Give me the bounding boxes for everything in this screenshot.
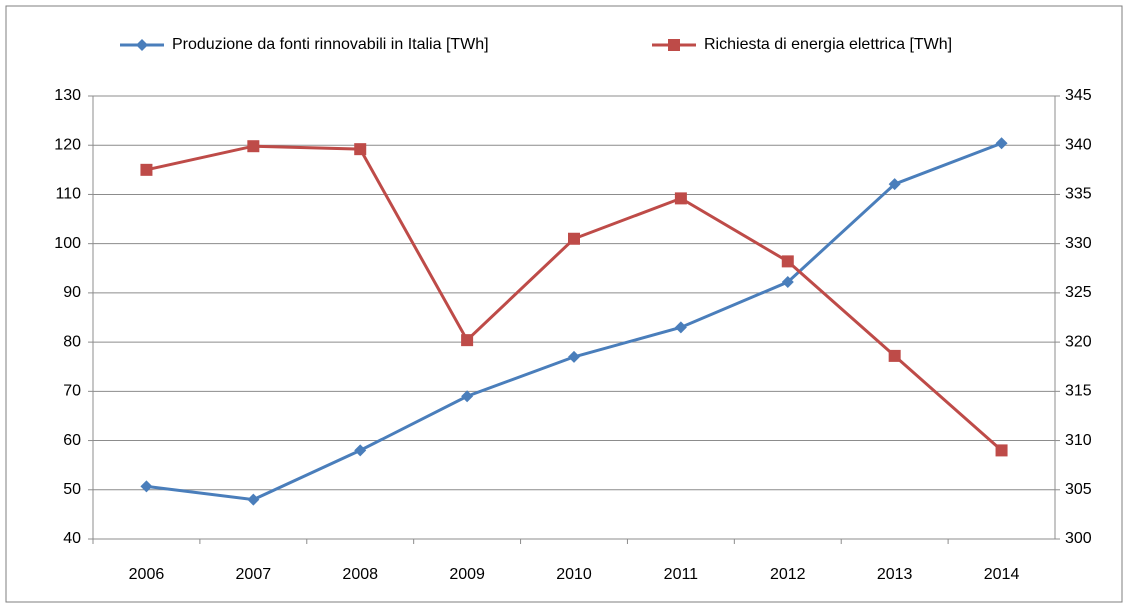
marker: [995, 444, 1008, 457]
y2-tick-label: 325: [1065, 284, 1092, 301]
marker: [461, 390, 474, 403]
x-tick-label: 2012: [770, 566, 806, 583]
marker: [247, 493, 260, 506]
marker: [888, 178, 901, 191]
marker: [674, 321, 687, 334]
y2-tick-label: 305: [1065, 481, 1092, 498]
y2-tick-label: 345: [1065, 87, 1092, 104]
y-tick-label: 90: [63, 284, 81, 301]
marker: [354, 444, 367, 457]
marker: [668, 39, 680, 51]
y2-tick-label: 310: [1065, 432, 1092, 449]
y-tick-label: 50: [63, 481, 81, 498]
y2-tick-label: 300: [1065, 530, 1092, 547]
marker: [888, 349, 901, 362]
marker: [568, 350, 580, 363]
marker: [674, 192, 687, 205]
x-tick-label: 2009: [449, 566, 485, 583]
x-tick-label: 2006: [129, 566, 165, 583]
legend-label: Richiesta di energia elettrica [TWh]: [704, 36, 952, 53]
x-tick-label: 2013: [877, 566, 913, 583]
marker: [781, 276, 794, 289]
x-tick-label: 2014: [984, 566, 1020, 583]
y2-tick-label: 330: [1065, 235, 1092, 252]
y-tick-label: 120: [54, 136, 81, 153]
y-tick-label: 110: [55, 186, 81, 203]
y-tick-label: 40: [63, 530, 81, 547]
chart-border: [5, 5, 1123, 603]
legend-label: Produzione da fonti rinnovabili in Itali…: [172, 36, 489, 53]
y-tick-label: 60: [63, 432, 81, 449]
marker: [140, 480, 153, 493]
y2-tick-label: 315: [1065, 383, 1092, 400]
marker: [140, 163, 153, 176]
y2-tick-label: 320: [1065, 333, 1092, 350]
marker: [568, 232, 580, 245]
y-tick-label: 80: [63, 333, 81, 350]
x-tick-label: 2010: [556, 566, 592, 583]
marker: [247, 140, 260, 153]
y-tick-label: 70: [63, 383, 81, 400]
y2-tick-label: 340: [1065, 136, 1092, 153]
marker: [995, 137, 1008, 150]
x-tick-label: 2007: [236, 566, 272, 583]
marker: [461, 334, 474, 347]
x-tick-label: 2008: [342, 566, 378, 583]
marker: [136, 39, 148, 51]
y-tick-label: 130: [54, 87, 81, 104]
y2-tick-label: 335: [1065, 186, 1092, 203]
x-tick-label: 2011: [664, 566, 699, 583]
y-tick-label: 100: [54, 235, 81, 252]
marker: [781, 255, 794, 268]
marker: [354, 143, 367, 156]
